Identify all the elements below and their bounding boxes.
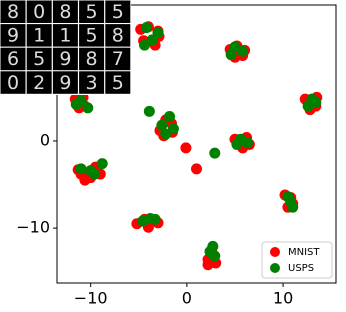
point bbox=[75, 163, 87, 175]
digit-tile bbox=[0, 47, 26, 71]
digit: 5 bbox=[86, 25, 98, 47]
digit-tile bbox=[105, 0, 131, 23]
point bbox=[140, 22, 152, 34]
digit-tile bbox=[105, 47, 131, 71]
point bbox=[310, 97, 322, 109]
digit-tile bbox=[26, 0, 52, 23]
digit-tile bbox=[0, 24, 26, 47]
digit: 9 bbox=[59, 48, 71, 70]
digit: 1 bbox=[59, 25, 71, 47]
digit-tile bbox=[52, 47, 78, 71]
digit: 5 bbox=[86, 1, 98, 23]
point bbox=[156, 119, 168, 131]
point bbox=[241, 137, 253, 149]
legend-label: USPS bbox=[288, 263, 314, 274]
point bbox=[139, 39, 151, 51]
digit: 0 bbox=[33, 1, 45, 23]
digit: 8 bbox=[112, 25, 124, 47]
point bbox=[225, 49, 237, 61]
point bbox=[82, 102, 94, 114]
x-tick-label: −10 bbox=[74, 289, 108, 308]
digit-tile bbox=[79, 71, 105, 94]
digit: 9 bbox=[59, 72, 71, 94]
point bbox=[152, 27, 164, 39]
point bbox=[180, 142, 192, 154]
point bbox=[96, 158, 108, 170]
digit-tile bbox=[52, 24, 78, 47]
point bbox=[137, 215, 149, 227]
plot-frame bbox=[56, 4, 337, 284]
legend-marker bbox=[270, 263, 280, 273]
digit-tile bbox=[79, 0, 105, 23]
digit-tile bbox=[0, 0, 26, 23]
y-tick-label: −10 bbox=[16, 218, 50, 237]
digit-tile bbox=[79, 24, 105, 47]
digit-tile bbox=[26, 47, 52, 71]
x-tick-label: 10 bbox=[273, 289, 293, 308]
point bbox=[191, 163, 202, 175]
digit-tile bbox=[52, 0, 78, 23]
point bbox=[164, 111, 176, 123]
digit: 2 bbox=[33, 72, 45, 94]
digit-tile bbox=[52, 71, 78, 94]
legend-label: MNIST bbox=[288, 247, 320, 258]
point bbox=[167, 123, 179, 135]
point bbox=[70, 98, 82, 110]
digit-tile bbox=[26, 24, 52, 47]
point bbox=[231, 138, 243, 150]
point bbox=[209, 250, 221, 262]
digit: 3 bbox=[86, 72, 98, 94]
point bbox=[282, 191, 294, 203]
legend-marker bbox=[270, 247, 280, 257]
digit-inset: 8 0 8 5 59 1 1 5 86 5 9 8 70 2 9 3 5 bbox=[0, 0, 131, 95]
digit-tile bbox=[79, 47, 105, 71]
digit: 5 bbox=[112, 1, 124, 23]
point bbox=[237, 45, 249, 57]
point bbox=[149, 213, 161, 225]
digit: 8 bbox=[86, 48, 98, 70]
digit-tile bbox=[0, 71, 26, 94]
digit: 0 bbox=[7, 72, 19, 94]
digit: 5 bbox=[112, 72, 124, 94]
y-tick-label: 0 bbox=[40, 130, 50, 149]
digit: 8 bbox=[59, 1, 71, 23]
digit-tile bbox=[105, 71, 131, 94]
digit: 7 bbox=[112, 48, 124, 70]
digit: 6 bbox=[7, 48, 19, 70]
digit-tile bbox=[105, 24, 131, 47]
x-tick-label: 0 bbox=[182, 289, 192, 308]
digit: 9 bbox=[7, 25, 19, 47]
digit: 5 bbox=[33, 48, 45, 70]
point bbox=[143, 105, 155, 117]
point bbox=[202, 259, 214, 271]
point bbox=[287, 201, 299, 213]
point bbox=[89, 168, 101, 180]
point bbox=[160, 128, 172, 140]
digit: 8 bbox=[7, 1, 19, 23]
digit-tile bbox=[26, 71, 52, 94]
point bbox=[209, 147, 221, 159]
digit: 1 bbox=[33, 25, 45, 47]
